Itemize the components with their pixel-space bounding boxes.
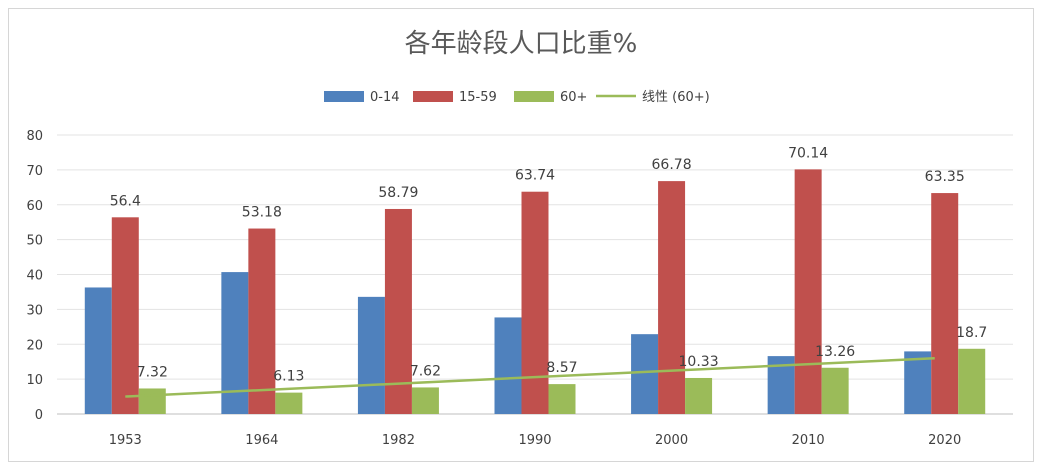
bar-15-59-1953 [111,217,139,414]
x-tick-label-1953: 1953 [109,433,142,448]
y-tick-label-70: 70 [26,164,43,179]
bar-60+-2010 [821,367,849,414]
data-label-60+-1982: 7.62 [410,363,441,379]
bar-0-14-2000 [631,334,659,414]
data-label-60+-1953: 7.32 [137,364,168,380]
bar-15-59-1982 [384,208,412,414]
x-tick-label-1990: 1990 [518,433,551,448]
y-tick-label-10: 10 [26,373,43,388]
bar-0-14-1953 [84,287,112,414]
legend-label-15-59: 15-59 [459,90,497,105]
bar-60+-1964 [275,392,303,414]
data-label-60+-1964: 6.13 [273,369,304,385]
trendline-layer [125,356,935,398]
x-tick-label-1964: 1964 [245,433,278,448]
bar-15-59-2010 [794,169,822,414]
data-label-15-59-2000: 66.78 [652,157,692,173]
legend: 0-14 15-59 60+ 线性 (60+) [324,90,710,105]
bar-60+-2000 [685,377,713,414]
data-label-60+-2020: 18.7 [956,325,987,341]
legend-label-60plus: 60+ [560,90,587,105]
y-tick-label-60: 60 [26,199,43,214]
data-label-15-59-1964: 53.18 [242,205,282,221]
bar-60+-2020 [958,348,986,414]
y-tick-label-80: 80 [26,129,43,144]
legend-swatch-60plus [514,91,554,102]
data-label-60+-2000: 10.33 [679,354,719,370]
y-tick-label-30: 30 [26,303,43,318]
bar-60+-1953 [138,388,166,414]
y-axis: 0 10 20 30 40 50 60 70 80 [26,129,43,423]
bar-15-59-1990 [521,191,549,414]
bar-15-59-1964 [248,228,276,414]
bar-15-59-2020 [931,193,959,414]
data-label-15-59-1982: 58.79 [378,185,418,201]
y-tick-label-0: 0 [35,408,43,423]
y-tick-label-50: 50 [26,234,43,249]
legend-label-trendline: 线性 (60+) [642,90,710,105]
y-tick-label-20: 20 [26,338,43,353]
trendline-60plus [125,356,935,398]
x-tick-label-2010: 2010 [792,433,825,448]
data-label-15-59-2010: 70.14 [788,145,828,161]
x-axis: 1953 1964 1982 1990 2000 2010 2020 [109,433,962,448]
x-tick-label-2020: 2020 [928,433,961,448]
x-tick-label-2000: 2000 [655,433,688,448]
data-label-15-59-1953: 56.4 [110,193,141,209]
x-tick-label-1982: 1982 [382,433,415,448]
legend-swatch-15-59 [413,91,453,102]
legend-label-0-14: 0-14 [370,90,400,105]
bar-0-14-2020 [904,351,932,414]
bar-0-14-1990 [494,317,522,414]
data-label-15-59-2020: 63.35 [925,169,965,185]
data-label-15-59-1990: 63.74 [515,168,555,184]
bar-60+-1982 [411,387,439,414]
legend-swatch-0-14 [324,91,364,102]
data-labels: 56.4 53.18 58.79 63.74 66.78 70.14 63.35 7.32 6.… [110,145,988,384]
data-label-60+-2010: 13.26 [815,344,855,360]
bar-0-14-1982 [357,296,385,414]
age-structure-chart: 各年龄段人口比重% 0-14 15-59 60+ 线性 (60+) 0 10 20 3… [26,29,1013,448]
chart-frame: 各年龄段人口比重% 0-14 15-59 60+ 线性 (60+) 0 10 20 3… [8,8,1034,462]
y-tick-label-40: 40 [26,269,43,284]
chart-title: 各年龄段人口比重% [405,29,638,59]
bar-15-59-2000 [658,181,686,414]
bars [84,169,986,414]
bar-60+-1990 [548,384,576,414]
data-label-60+-1990: 8.57 [546,360,577,376]
